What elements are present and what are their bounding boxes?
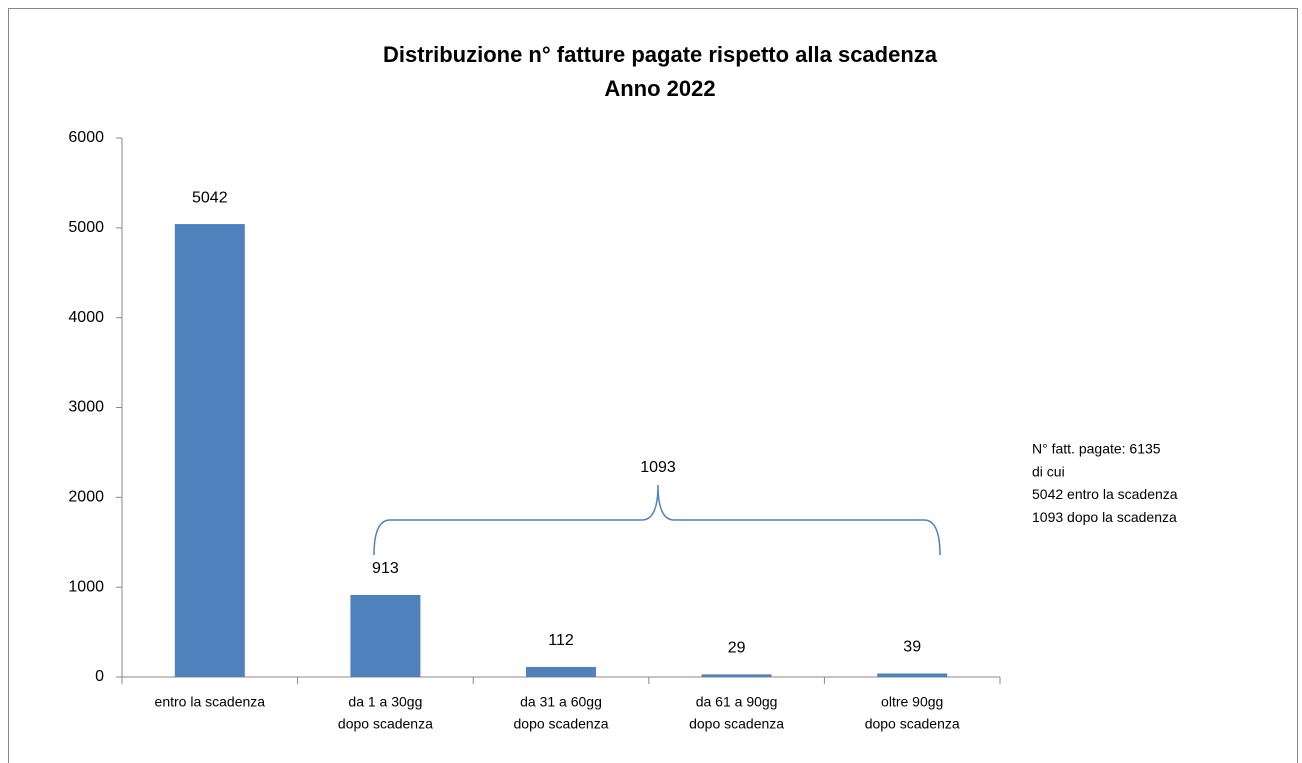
note-line: 1093 dopo la scadenza xyxy=(1032,509,1177,525)
y-tick-label: 0 xyxy=(95,668,104,685)
bar xyxy=(701,674,772,677)
chart-subtitle: Anno 2022 xyxy=(604,76,715,101)
x-tick-label: dopo scadenza xyxy=(514,716,609,732)
x-tick-label: dopo scadenza xyxy=(865,716,960,732)
y-tick-label: 2000 xyxy=(68,489,104,506)
y-tick-label: 6000 xyxy=(68,129,104,146)
value-label: 5042 xyxy=(192,189,228,206)
value-label: 29 xyxy=(728,640,746,657)
note-line: N° fatt. pagate: 6135 xyxy=(1032,441,1161,457)
brace xyxy=(373,484,941,556)
bar xyxy=(350,594,421,677)
x-tick-label: entro la scadenza xyxy=(155,694,266,710)
brace-label: 1093 xyxy=(640,459,676,476)
y-tick-label: 4000 xyxy=(68,309,104,326)
note-line: 5042 entro la scadenza xyxy=(1032,486,1178,502)
x-tick-label: da 61 a 90gg xyxy=(696,694,778,710)
value-label: 913 xyxy=(372,560,399,577)
bar xyxy=(877,673,948,677)
y-tick-label: 5000 xyxy=(68,219,104,236)
bar xyxy=(174,224,245,677)
bar xyxy=(526,666,596,677)
y-tick-label: 3000 xyxy=(68,399,104,416)
value-label: 39 xyxy=(903,639,921,656)
x-tick-label: dopo scadenza xyxy=(689,716,784,732)
x-tick-label: dopo scadenza xyxy=(338,716,433,732)
y-tick-label: 1000 xyxy=(68,578,104,595)
x-tick-label: da 31 a 60gg xyxy=(520,694,602,710)
x-tick-label: oltre 90gg xyxy=(881,694,943,710)
x-tick-label: da 1 a 30gg xyxy=(348,694,422,710)
value-label: 112 xyxy=(548,632,574,649)
chart-frame xyxy=(8,8,1298,763)
note-line: di cui xyxy=(1032,463,1065,479)
chart-title: Distribuzione n° fatture pagate rispetto… xyxy=(383,42,938,67)
